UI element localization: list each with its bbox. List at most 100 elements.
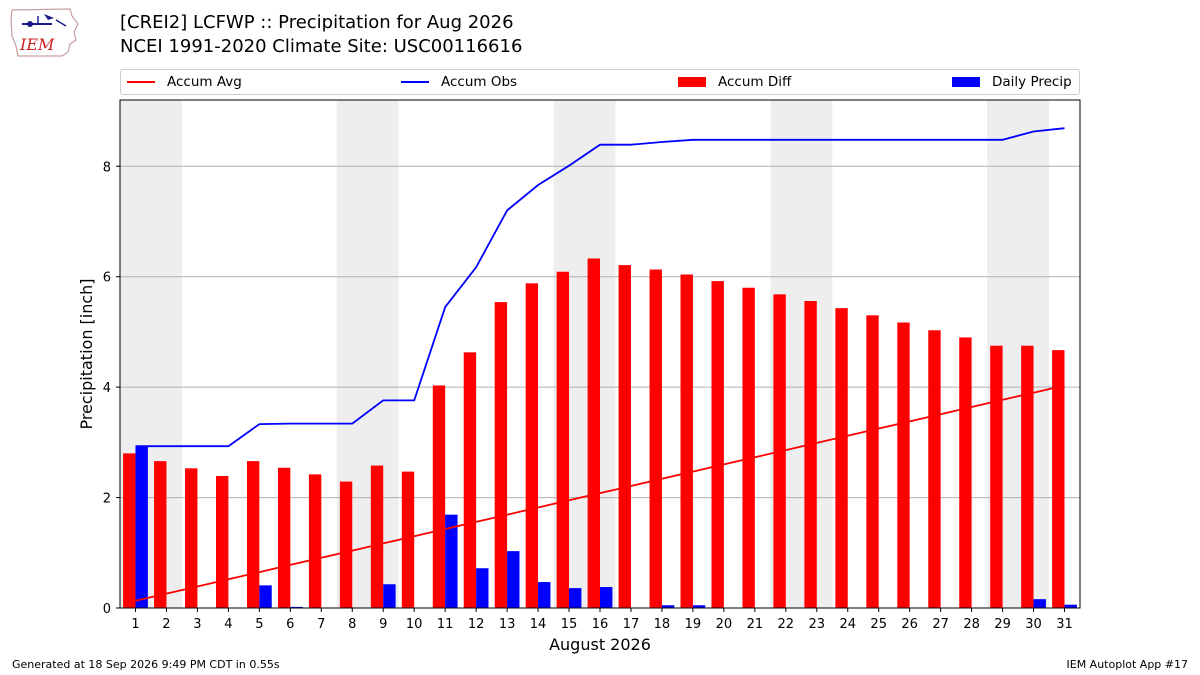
legend-label: Accum Avg [167,74,242,90]
bar-daily-precip [538,582,551,608]
bar-accum-diff [401,471,415,608]
bar-daily-precip [507,551,520,608]
bar-accum-diff [866,315,879,608]
legend-swatch-bar-red [678,77,706,87]
line-accum-obs [135,127,1065,448]
bar-accum-diff [154,461,167,608]
x-tick-label: 21 [747,617,764,632]
x-tick-label: 30 [1025,617,1042,632]
bar-accum-diff [556,271,570,608]
chart-subtitle: NCEI 1991-2020 Climate Site: USC00116616 [120,36,523,57]
x-tick-label: 3 [193,617,201,632]
bar-daily-precip [661,605,675,608]
logo-text: IEM [19,35,55,54]
bar-daily-precip [569,588,582,608]
x-tick-label: 17 [623,617,640,632]
bar-daily-precip [476,568,489,608]
x-tick-label: 11 [437,617,454,632]
legend-item-daily-precip: Daily Precip [952,70,1072,94]
bar-accum-diff [185,468,198,608]
bar-accum-diff [711,281,724,608]
x-tick-label: 10 [406,617,423,632]
y-axis-label: Precipitation [inch] [77,278,96,429]
bar-accum-diff [123,453,136,608]
x-tick-label: 8 [348,617,356,632]
x-tick-label: 19 [685,617,702,632]
iowa-map-icon: IEM [10,8,79,57]
x-tick-label: 26 [901,617,918,632]
x-tick-label: 6 [286,617,294,632]
bar-accum-diff [990,345,1003,608]
legend-swatch-bar-blue [952,77,980,87]
y-tick-label: 6 [103,271,111,286]
y-tick-label: 0 [103,602,111,617]
bar-accum-diff [246,461,260,608]
legend-item-accum-obs: Accum Obs [401,70,517,94]
bar-daily-precip [600,587,613,608]
x-tick-label: 20 [716,617,733,632]
bar-accum-diff [308,474,322,608]
legend-swatch-line-red [127,81,155,83]
bar-accum-diff [1052,350,1065,608]
bar-daily-precip [135,446,148,608]
legend-label: Accum Obs [441,74,518,90]
legend: Accum Avg Accum Obs Accum Diff Daily Pre… [120,69,1080,95]
app-credit: IEM Autoplot App #17 [1066,658,1189,671]
x-tick-label: 2 [162,617,170,632]
bar-daily-precip [383,584,396,608]
bar-accum-diff [618,265,631,608]
x-tick-label: 14 [530,617,547,632]
bar-accum-diff [494,302,508,608]
bar-accum-diff [897,322,910,608]
bar-accum-diff [835,308,848,608]
bar-accum-diff [339,481,353,608]
x-tick-label: 29 [994,617,1011,632]
y-tick-label: 4 [103,381,111,396]
legend-label: Accum Diff [718,74,792,90]
x-tick-label: 9 [379,617,387,632]
iem-logo: IEM [8,6,80,60]
bar-accum-diff [216,476,229,608]
y-tick-label: 8 [103,160,111,175]
bar-accum-diff [1021,345,1034,608]
bar-accum-diff [432,385,446,608]
bar-daily-precip [445,514,458,608]
x-tick-label: 31 [1056,617,1073,632]
legend-label: Daily Precip [992,74,1072,90]
bar-accum-diff [463,352,477,608]
x-tick-label: 27 [932,617,949,632]
x-tick-label: 7 [317,617,325,632]
x-tick-label: 12 [468,617,485,632]
bar-accum-diff [680,274,693,608]
x-tick-label: 16 [592,617,609,632]
bar-daily-precip [259,585,272,608]
legend-swatch-line-blue [401,81,429,83]
bar-daily-precip [290,606,303,608]
x-tick-label: 28 [963,617,980,632]
bar-accum-diff [649,269,662,608]
x-tick-label: 24 [839,617,856,632]
x-tick-label: 23 [809,617,826,632]
x-axis-label: August 2026 [549,635,651,654]
legend-item-accum-diff: Accum Diff [678,70,791,94]
bar-daily-precip [1064,604,1077,608]
bar-accum-diff [959,337,972,608]
x-tick-label: 18 [654,617,671,632]
bar-accum-diff [370,465,384,608]
bar-accum-diff [928,330,941,608]
x-tick-label: 22 [778,617,795,632]
bar-accum-diff [587,258,600,608]
y-tick-label: 2 [103,492,111,507]
bar-daily-precip [692,605,706,608]
bar-accum-diff [742,287,755,608]
x-tick-label: 15 [561,617,578,632]
bar-accum-diff [804,300,817,608]
bar-accum-diff [277,467,291,608]
bar-daily-precip [1033,599,1046,608]
x-tick-label: 13 [499,617,516,632]
line-accum-avg [135,384,1065,602]
x-tick-label: 4 [224,617,232,632]
bar-accum-diff [525,283,539,608]
x-tick-label: 5 [255,617,263,632]
